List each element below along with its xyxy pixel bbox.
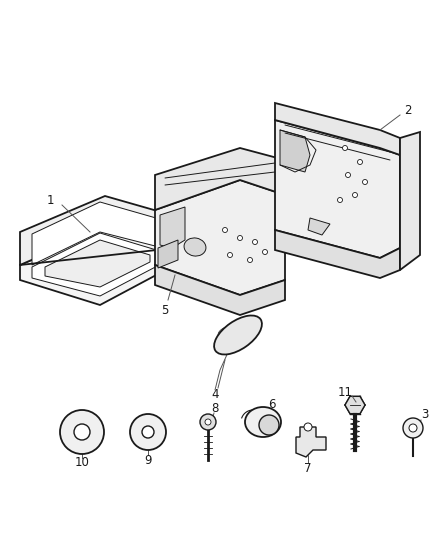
Circle shape [343, 146, 347, 150]
Text: 8: 8 [211, 401, 219, 415]
Circle shape [227, 253, 233, 257]
Polygon shape [155, 148, 285, 210]
Polygon shape [155, 265, 285, 315]
Circle shape [403, 418, 423, 438]
Circle shape [304, 423, 312, 431]
Circle shape [130, 414, 166, 450]
Circle shape [74, 424, 90, 440]
Text: 5: 5 [161, 303, 169, 317]
Circle shape [259, 415, 279, 435]
Ellipse shape [184, 238, 206, 256]
Ellipse shape [214, 316, 262, 354]
Polygon shape [275, 103, 400, 155]
Polygon shape [296, 427, 326, 457]
Text: 2: 2 [404, 103, 412, 117]
Text: 7: 7 [304, 462, 312, 474]
Polygon shape [160, 207, 185, 248]
Circle shape [338, 198, 343, 203]
Text: 1: 1 [46, 193, 54, 206]
Circle shape [353, 192, 357, 198]
Circle shape [200, 414, 216, 430]
Text: 6: 6 [268, 399, 276, 411]
Circle shape [252, 239, 258, 245]
Polygon shape [155, 180, 285, 295]
Polygon shape [345, 397, 365, 414]
Polygon shape [308, 218, 330, 235]
Text: 11: 11 [338, 385, 353, 399]
Circle shape [205, 419, 211, 425]
Circle shape [142, 426, 154, 438]
Polygon shape [32, 233, 163, 296]
Polygon shape [45, 240, 150, 287]
Circle shape [223, 228, 227, 232]
Text: 3: 3 [421, 408, 429, 422]
Polygon shape [20, 228, 175, 305]
Text: 9: 9 [144, 454, 152, 466]
Text: 4: 4 [211, 389, 219, 401]
Circle shape [237, 236, 243, 240]
Circle shape [247, 257, 252, 262]
Ellipse shape [245, 407, 281, 437]
Circle shape [409, 424, 417, 432]
Polygon shape [400, 132, 420, 270]
Circle shape [363, 180, 367, 184]
Polygon shape [275, 230, 400, 278]
Text: 10: 10 [74, 456, 89, 470]
Polygon shape [158, 240, 178, 268]
Polygon shape [32, 202, 163, 265]
Circle shape [357, 159, 363, 165]
Circle shape [262, 249, 268, 254]
Circle shape [346, 173, 350, 177]
Polygon shape [280, 130, 310, 172]
Circle shape [60, 410, 104, 454]
Polygon shape [20, 196, 175, 265]
Polygon shape [275, 120, 400, 258]
